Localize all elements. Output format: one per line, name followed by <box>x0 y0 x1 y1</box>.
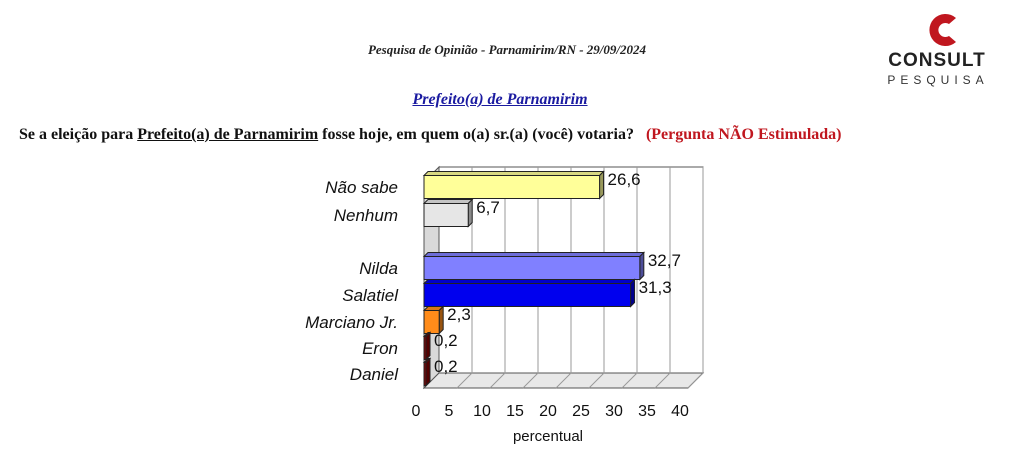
x-tick-label: 40 <box>671 403 689 420</box>
bar <box>423 283 632 307</box>
value-label: 31,3 <box>639 278 672 297</box>
x-tick-label: 5 <box>445 403 454 420</box>
gridline-floor <box>621 372 638 389</box>
x-tick-label: 0 <box>412 403 421 420</box>
bar <box>423 362 427 386</box>
bar-side <box>639 251 645 281</box>
value-label: 26,6 <box>608 170 641 189</box>
bar <box>423 175 601 199</box>
category-label: Daniel <box>350 365 399 384</box>
chart-title: Prefeito(a) de Parnamirim <box>412 91 588 108</box>
gridline-floor <box>687 372 704 389</box>
question-note: (Pergunta NÃO Estimulada) <box>645 126 842 143</box>
bar-top <box>422 279 636 284</box>
gridline-floor <box>456 372 473 389</box>
category-label: Não sabe <box>325 178 398 197</box>
question-text: Se a eleição para Prefeito(a) de Parnami… <box>19 126 1009 144</box>
category-label: Eron <box>362 339 398 358</box>
category-label: Nenhum <box>334 206 398 225</box>
bar-side <box>630 278 636 308</box>
value-label: 2,3 <box>447 305 471 324</box>
x-tick-label: 15 <box>506 403 524 420</box>
value-label: 0,2 <box>434 357 458 376</box>
logo-subtitle: PESQUISA <box>887 73 989 87</box>
x-axis-label: percentual <box>513 428 583 445</box>
x-tick-label: 30 <box>605 403 623 420</box>
logo-c-shape <box>929 14 956 46</box>
bar <box>423 310 440 334</box>
bar-side <box>599 170 605 200</box>
category-label: Marciano Jr. <box>305 313 398 332</box>
logo-name: CONSULT <box>888 50 986 71</box>
x-tick-label: 20 <box>539 403 557 420</box>
question-underlined: Prefeito(a) de Parnamirim <box>137 126 319 143</box>
x-tick-label: 25 <box>572 403 590 420</box>
survey-header: Pesquisa de Opinião - Parnamirim/RN - 29… <box>367 42 647 57</box>
category-label: Nilda <box>359 259 398 278</box>
bar-top <box>422 171 605 176</box>
x-tick-label: 10 <box>473 403 491 420</box>
bar-top <box>422 199 474 204</box>
x-tick-label: 35 <box>638 403 656 420</box>
gridline-floor <box>489 372 506 389</box>
gridline-floor <box>522 372 539 389</box>
bar <box>423 256 641 280</box>
bar-side <box>438 305 444 335</box>
value-label: 32,7 <box>648 251 681 270</box>
bar <box>423 336 427 360</box>
logo-c-icon <box>929 14 956 46</box>
bar-side <box>425 331 431 361</box>
question-prefix: Se a eleição para <box>19 126 138 143</box>
value-label: 6,7 <box>476 198 500 217</box>
consult-logo: CONSULT PESQUISA <box>882 10 1002 92</box>
gridline-floor <box>588 372 605 389</box>
bar <box>423 203 469 227</box>
bar-side <box>425 357 431 387</box>
category-label: Salatiel <box>342 286 399 305</box>
gridline-floor <box>654 372 671 389</box>
gridline-floor <box>555 372 572 389</box>
value-label: 0,2 <box>434 331 458 350</box>
bar-side <box>467 198 473 228</box>
question-suffix: fosse hoje, em quem o(a) sr.(a) (você) v… <box>318 126 634 143</box>
bar-top <box>422 252 646 257</box>
